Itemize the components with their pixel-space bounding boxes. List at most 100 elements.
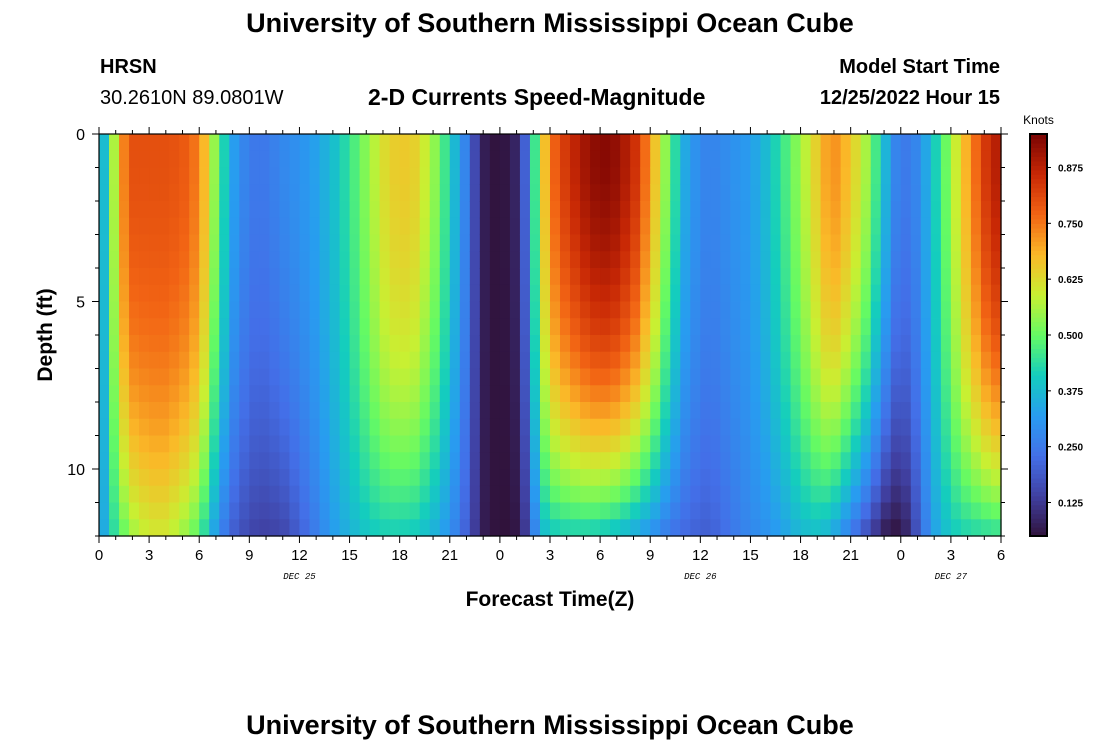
heatmap-cell [529,435,541,453]
heatmap-cell [740,385,752,403]
heatmap-cell [249,502,260,520]
heatmap-cell [209,469,220,487]
heatmap-cell [349,167,361,185]
heatmap-cell [489,435,501,453]
heatmap-cell [329,519,341,537]
heatmap-cell [710,519,721,537]
heatmap-cell [419,418,431,437]
heatmap-cell [750,485,762,504]
heatmap-cell [850,284,862,303]
heatmap-cell [139,318,150,336]
heatmap-cell [299,351,311,370]
heatmap-cell [419,167,431,185]
heatmap-cell [299,385,311,403]
heatmap-cell [840,251,852,269]
heatmap-cell [139,502,150,520]
heatmap-cell [279,402,291,420]
colorbar-swatch [1030,451,1047,457]
heatmap-cell [159,167,170,185]
heatmap-cell [960,150,972,169]
heatmap-cell [119,251,130,269]
heatmap-cell [319,184,331,202]
heatmap-cell [630,385,641,403]
heatmap-cell [920,452,932,470]
heatmap-cell [700,234,711,252]
heatmap-cell [319,217,331,236]
heatmap-cell [129,284,140,303]
heatmap-cell [700,150,711,169]
heatmap-cell [309,452,321,470]
heatmap-cell [920,201,932,219]
heatmap-cell [249,435,260,453]
heatmap-cell [259,418,270,437]
heatmap-cell [289,201,301,219]
heatmap-cell [760,234,772,252]
heatmap-cell [309,519,321,537]
heatmap-cell [139,150,150,169]
heatmap-cell [199,385,210,403]
heatmap-cell [660,301,671,319]
heatmap-cell [830,284,842,303]
heatmap-cell [840,435,852,453]
colorbar-swatch [1030,428,1047,434]
heatmap-cell [439,402,451,420]
heatmap-cell [880,284,892,303]
heatmap-cell [780,335,792,353]
heatmap-cell [600,318,611,336]
heatmap-cell [229,485,240,504]
heatmap-cell [449,502,461,520]
heatmap-cell [399,418,411,437]
heatmap-cell [339,217,351,236]
heatmap-cell [229,251,240,269]
heatmap-cell [620,167,631,185]
heatmap-cell [489,184,501,202]
heatmap-cell [600,167,611,185]
heatmap-cell [990,368,1002,386]
heatmap-cell [990,351,1002,370]
heatmap-cell [820,402,832,420]
heatmap-cell [990,284,1002,303]
heatmap-cell [529,234,541,252]
colorbar-swatch [1030,330,1047,336]
heatmap-cell [119,268,130,286]
heatmap-cell [149,402,160,420]
heatmap-cell [850,418,862,437]
heatmap-cell [820,134,832,152]
heatmap-cell [590,284,601,303]
heatmap-cell [800,251,812,269]
heatmap-cell [409,452,421,470]
heatmap-cell [860,502,872,520]
heatmap-cell [179,201,190,219]
heatmap-cell [680,502,691,520]
heatmap-cell [239,134,250,152]
heatmap-cell [229,234,240,252]
heatmap-cell [660,184,671,202]
heatmap-cell [630,502,641,520]
heatmap-cell [359,301,371,319]
heatmap-cell [930,284,942,303]
heatmap-cell [479,335,491,353]
heatmap-cell [119,351,130,370]
heatmap-cell [439,318,451,336]
heatmap-cell [910,385,922,403]
heatmap-cell [309,284,321,303]
colorbar-swatch [1030,308,1047,314]
heatmap-cell [600,469,611,487]
heatmap-cell [509,268,521,286]
heatmap-cell [489,167,501,185]
heatmap-cell [740,435,752,453]
heatmap-cell [970,469,982,487]
heatmap-cell [309,469,321,487]
heatmap-cell [630,251,641,269]
heatmap-cell [660,167,671,185]
heatmap-cell [349,268,361,286]
heatmap-cell [710,251,721,269]
colorbar-swatch [1030,151,1047,157]
heatmap-cell [229,201,240,219]
heatmap-cell [720,402,731,420]
heatmap-cell [660,234,671,252]
heatmap-cell [239,217,250,236]
heatmap-cell [499,335,511,353]
heatmap-cell [499,201,511,219]
colorbar-swatch [1030,527,1047,533]
